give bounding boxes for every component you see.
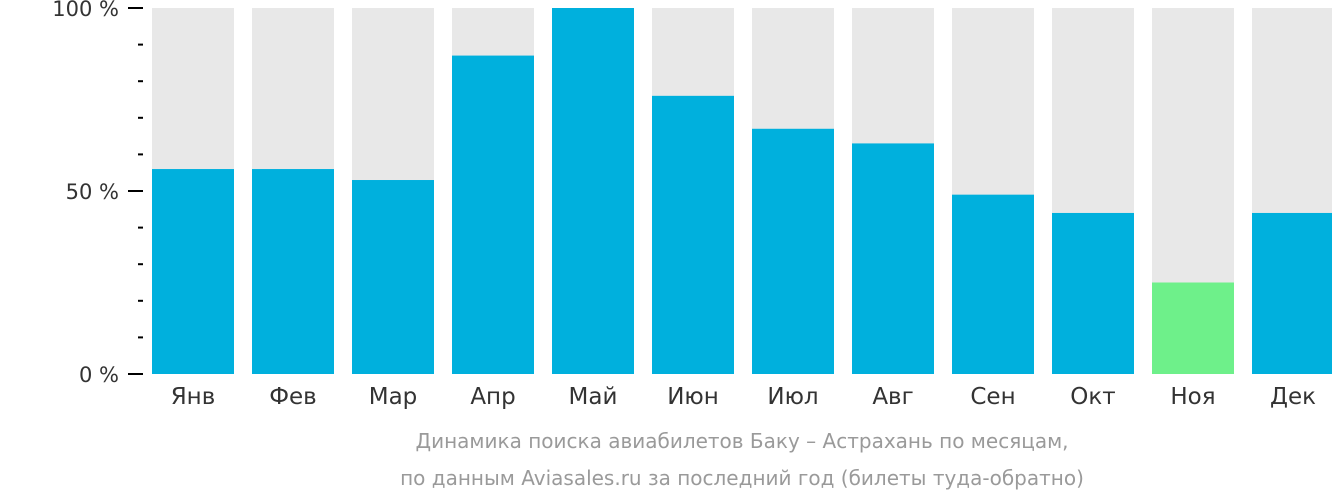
chart-caption-line-1: Динамика поиска авиабилетов Баку – Астра… (415, 429, 1069, 453)
x-tick-label: Фев (269, 384, 317, 410)
x-tick-label: Апр (470, 384, 515, 410)
x-tick-label: Май (569, 384, 618, 410)
bar[interactable] (852, 143, 934, 374)
x-tick-label: Янв (171, 384, 216, 410)
bar[interactable] (352, 180, 434, 374)
bar[interactable] (252, 169, 334, 374)
x-tick-label: Июн (667, 384, 719, 410)
y-tick-label: 50 % (66, 180, 119, 204)
x-tick-label: Июл (767, 384, 818, 410)
x-tick-label: Авг (872, 384, 913, 410)
x-axis-labels: Янв Фев Мар Апр Май Июн Июл Авг Сен Окт Ноя Дек (171, 384, 1316, 410)
bar[interactable] (152, 169, 234, 374)
y-axis: 0 % 50 % 100 % (52, 0, 143, 387)
bar[interactable] (1252, 212, 1332, 374)
x-tick-label: Сен (970, 384, 1015, 410)
x-tick-label: Ноя (1170, 384, 1215, 410)
y-tick-label: 100 % (52, 0, 119, 21)
x-tick-label: Мар (369, 384, 418, 410)
bar[interactable] (1052, 212, 1134, 374)
bar-highlighted[interactable] (1152, 282, 1234, 375)
x-tick-label: Окт (1070, 384, 1115, 410)
bar[interactable] (552, 8, 634, 374)
y-tick-label: 0 % (79, 363, 119, 387)
chart-caption-line-2: по данным Aviasales.ru за последний год … (400, 466, 1084, 490)
bar[interactable] (652, 95, 734, 374)
bar[interactable] (452, 55, 534, 375)
bars (152, 8, 1332, 375)
x-tick-label: Дек (1270, 384, 1316, 410)
bar[interactable] (952, 194, 1034, 374)
bar[interactable] (752, 128, 834, 374)
